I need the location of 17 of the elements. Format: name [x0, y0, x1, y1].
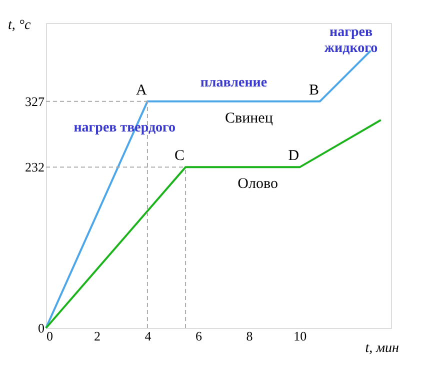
annotation: B: [308, 82, 319, 98]
y-axis-title: t, °c: [8, 18, 32, 33]
x-tick-label: 10: [294, 328, 307, 344]
series-label: Олово: [238, 176, 278, 192]
series-label: Свинец: [225, 110, 273, 126]
x-tick-label: 2: [94, 328, 100, 344]
annotation: нагрев жидкого: [324, 25, 378, 56]
x-tick-label: 6: [195, 328, 202, 344]
annotation: D: [288, 148, 300, 164]
y-tick-label: 327: [25, 94, 45, 109]
annotation: A: [136, 82, 148, 98]
x-axis-title: t, мин: [365, 341, 400, 356]
annotation: плавление: [200, 75, 268, 90]
y-tick-label: 232: [25, 160, 44, 175]
annotation: C: [174, 148, 185, 164]
x-tick-label: 8: [246, 328, 253, 344]
x-tick-label: 4: [144, 328, 152, 344]
